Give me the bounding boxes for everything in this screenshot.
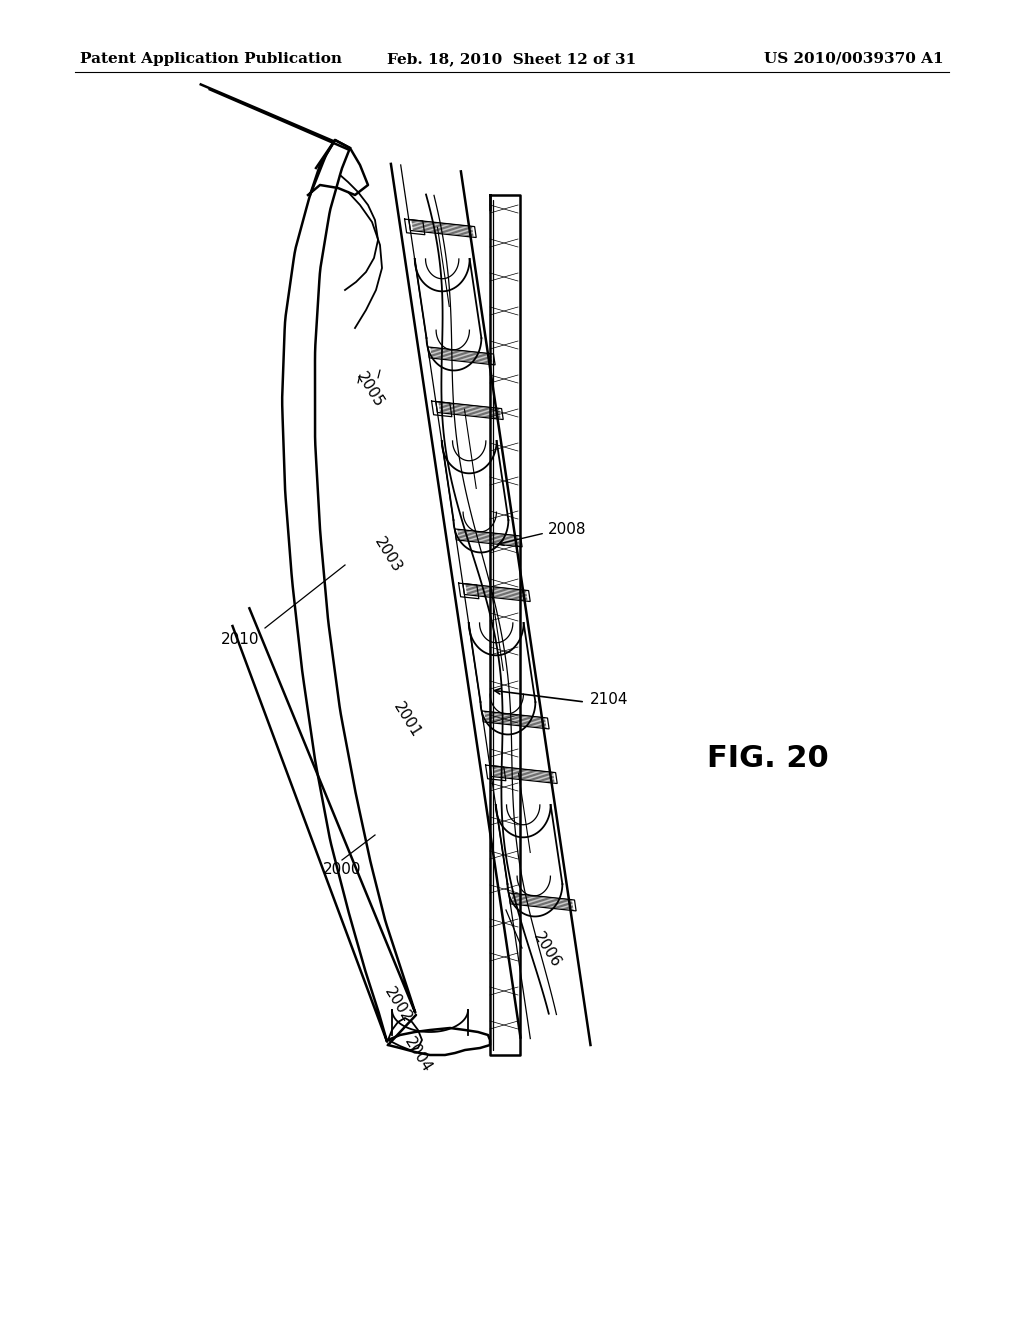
Text: US 2010/0039370 A1: US 2010/0039370 A1 bbox=[764, 51, 944, 66]
Text: 2008: 2008 bbox=[548, 523, 587, 537]
Text: Patent Application Publication: Patent Application Publication bbox=[80, 51, 342, 66]
Text: Feb. 18, 2010  Sheet 12 of 31: Feb. 18, 2010 Sheet 12 of 31 bbox=[387, 51, 637, 66]
Text: 2006: 2006 bbox=[530, 929, 563, 970]
Text: 2104: 2104 bbox=[590, 693, 629, 708]
Text: 2003: 2003 bbox=[372, 535, 404, 576]
Text: 2010: 2010 bbox=[221, 632, 259, 648]
Text: 2005: 2005 bbox=[353, 370, 387, 411]
Text: 2000: 2000 bbox=[323, 862, 361, 878]
Text: 2004: 2004 bbox=[401, 1035, 434, 1076]
Text: 2001: 2001 bbox=[390, 700, 424, 741]
Text: FIG. 20: FIG. 20 bbox=[708, 744, 828, 774]
Text: 2002: 2002 bbox=[381, 985, 415, 1026]
